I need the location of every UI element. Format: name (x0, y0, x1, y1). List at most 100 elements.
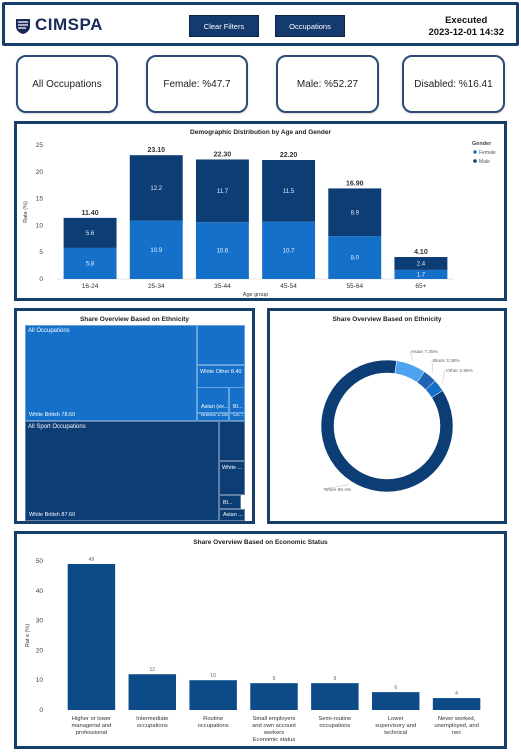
treemap-cell[interactable]: Asian ... (219, 509, 245, 521)
bar (311, 683, 359, 710)
x-tick-label: 16-24 (82, 283, 99, 290)
age-gender-chart: 0 5 10 15 20 25 Rate (%) 5.8 5.6 11.40 16-24 10.9 12… (23, 141, 496, 298)
x-tick-label: occupations (137, 723, 168, 729)
x-tick-label: Routine (203, 716, 223, 722)
x-axis-label: Age group (243, 292, 268, 298)
treemap-cell[interactable]: Bl... (219, 495, 241, 509)
y-tick-label: 40 (36, 588, 44, 595)
header-bar: CIMSPA Clear Filters Occupations Execute… (2, 2, 519, 46)
legend-label-female: Female (479, 150, 496, 156)
x-tick-label: and own account (252, 723, 296, 729)
bar-segment-female (195, 222, 249, 279)
economic-status-chart-panel: Share Overview Based on Economic Status … (14, 531, 507, 749)
y-tick-label: 0 (39, 276, 43, 283)
bar (67, 563, 116, 710)
bar-segment-label: 5.6 (86, 231, 95, 237)
bar-segment-male (394, 257, 448, 270)
treemap-cell[interactable]: Ot... (229, 413, 245, 421)
kpi-male-card: Male: %52.27 (276, 55, 379, 113)
y-axis-label: Rat e (%) (25, 624, 31, 647)
bar-segment-male (129, 155, 183, 221)
occupations-button[interactable]: Occupations (275, 15, 345, 37)
treemap-cell[interactable]: White British 87.60 (25, 421, 219, 521)
bar-segment-label: 11.5 (283, 189, 295, 195)
bar-segment-label: 10.9 (150, 248, 162, 254)
donut-slice-label: Asian 7.25% (411, 349, 439, 355)
kpi-disabled-value: Disabled: %16.41 (414, 78, 493, 90)
kpi-occupation-value: All Occupations (32, 78, 102, 90)
bar-segment-male (262, 160, 316, 222)
treemap-cell[interactable] (219, 421, 245, 461)
bar-segment-label: 2.4 (417, 261, 426, 267)
treemap-cell[interactable]: Bl... (229, 387, 245, 413)
treemap-cell[interactable]: White British 78.60 (25, 325, 197, 421)
bar-total-label: 22.20 (280, 152, 298, 159)
x-tick-label: technical (384, 730, 407, 736)
y-tick-label: 25 (36, 142, 44, 149)
donut-leader-line (322, 484, 349, 490)
x-tick-label: 25-34 (148, 283, 165, 290)
ethnicity-donut-panel: Share Overview Based on Ethnicity White … (267, 308, 507, 524)
donut-slice (320, 359, 454, 493)
bar-segment-label: 12.2 (150, 186, 162, 192)
bar-segment-label: 5.8 (86, 261, 95, 267)
kpi-female-value: Female: %47.7 (163, 78, 231, 90)
bar-value-label: 49 (89, 557, 95, 563)
treemap-cell-label: Bl... (233, 404, 243, 410)
y-tick-label: 20 (36, 647, 44, 654)
logo-text: CIMSPA (35, 15, 103, 34)
treemap-cell-label: White British 87.60 (29, 512, 76, 518)
bar-segment-label: 10.7 (283, 248, 295, 254)
ethnicity-donut-title: Share Overview Based on Ethnicity (332, 316, 442, 323)
treemap-cell-label: Bl... (223, 500, 233, 506)
donut-leader-line (442, 369, 446, 384)
x-axis-label: Economic status (253, 737, 296, 743)
treemap-cell[interactable]: Asian (ex... (197, 387, 229, 413)
cimspa-logo: CIMSPA (15, 15, 103, 35)
bar-segment-female (129, 220, 183, 279)
treemap-cell-label: White British 78.60 (29, 412, 76, 418)
bar (371, 692, 420, 710)
donut-leader-line (409, 350, 413, 361)
x-tick-label: Higher or lower (72, 716, 111, 722)
age-gender-chart-title: Demographic Distribution by Age and Gend… (190, 129, 331, 136)
x-tick-label: Semi-routine (318, 716, 351, 722)
bar-total-label: 22.30 (214, 151, 232, 158)
treemap-cell-label: White ... (222, 465, 243, 471)
y-tick-label: 10 (36, 677, 44, 684)
bar-segment-female (63, 247, 117, 279)
kpi-female-card: Female: %47.7 (146, 55, 248, 113)
donut-slice-label: White 86.4% (324, 487, 352, 493)
treemap-cell[interactable]: Mixed 1.60 (197, 413, 229, 421)
kpi-occupation-card[interactable]: All Occupations (16, 55, 118, 113)
kpi-disabled-card: Disabled: %16.41 (402, 55, 505, 113)
treemap-group-title: All Sport Occupations (28, 424, 86, 430)
clear-filters-button[interactable]: Clear Filters (189, 15, 259, 37)
legend-label-male: Male (479, 159, 490, 165)
x-tick-label: unemployed, and (434, 723, 478, 729)
donut-slice-label: Black 3.38% (433, 358, 460, 364)
ethnicity-donut-chart: White 86.4% Asian 7.25% Black 3.38% Other 2… (320, 349, 474, 493)
y-tick-label: 10 (36, 222, 44, 229)
bar-segment-male (328, 188, 382, 237)
bar-segment-female (262, 221, 316, 279)
bar-segment-male (195, 159, 249, 223)
x-tick-label: Never worked, (438, 716, 476, 722)
treemap-cell[interactable]: White ... (219, 461, 245, 495)
x-tick-label: occupations (319, 723, 350, 729)
y-tick-label: 30 (36, 618, 44, 625)
bar-segment-label: 1.7 (417, 272, 426, 278)
treemap-cell[interactable] (197, 325, 245, 365)
x-tick-label: 35-44 (214, 283, 231, 290)
x-tick-label: occupations (198, 723, 229, 729)
kpi-male-value: Male: %52.27 (296, 78, 359, 90)
donut-slice (425, 380, 444, 398)
x-tick-label: managerial and (71, 723, 111, 729)
bar-total-label: 23.10 (147, 147, 165, 154)
bar (432, 698, 481, 710)
ethnicity-treemap-panel: Share Overview Based on Ethnicity White … (14, 308, 255, 524)
y-tick-label: 0 (39, 707, 43, 714)
ethnicity-treemap: White British 78.60 White Other 8.40 Asian… (25, 325, 245, 521)
age-gender-chart-panel: Demographic Distribution by Age and Gend… (14, 121, 507, 301)
